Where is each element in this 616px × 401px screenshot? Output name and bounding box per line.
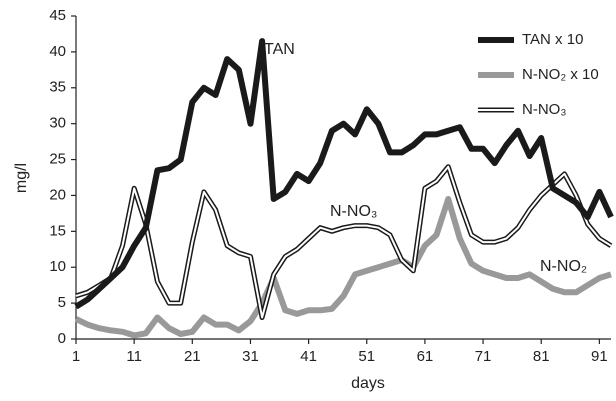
x-tick-label: 81 — [533, 348, 550, 365]
data-line-inner — [75, 165, 612, 319]
legend-label: TAN x 10 — [522, 31, 583, 48]
data-line — [74, 38, 614, 310]
y-tick-label: 0 — [58, 330, 66, 347]
y-tick-label: 5 — [58, 294, 66, 311]
y-tick-label: 45 — [49, 7, 66, 24]
y-tick-label: 10 — [49, 258, 66, 275]
y-tick-label: 20 — [49, 186, 66, 203]
y-axis-label: mg/l — [13, 163, 30, 193]
x-tick-label: 91 — [591, 348, 608, 365]
y-tick-label: 40 — [49, 43, 66, 60]
annotation: TAN — [264, 41, 295, 58]
annotation: N-NO₂ — [540, 258, 587, 275]
x-tick-label: 11 — [126, 348, 142, 365]
x-tick-label: 21 — [184, 348, 201, 365]
x-tick-label: 41 — [300, 348, 317, 365]
x-axis-label: days — [351, 375, 385, 392]
x-tick-label: 71 — [475, 348, 492, 365]
x-tick-label: 61 — [417, 348, 434, 365]
y-tick-label: 25 — [49, 151, 66, 168]
x-tick-label: 1 — [72, 348, 80, 365]
legend-label: N-NO₂ x 10 — [522, 66, 599, 83]
legend-label: N-NO₃ — [522, 101, 566, 118]
x-tick-label: 31 — [242, 348, 259, 365]
y-tick-label: 15 — [49, 222, 66, 239]
y-tick-label: 35 — [49, 79, 66, 96]
data-line — [74, 196, 612, 339]
x-tick-label: 51 — [358, 348, 375, 365]
y-tick-label: 30 — [49, 115, 66, 132]
annotation: N-NO₃ — [330, 203, 377, 220]
